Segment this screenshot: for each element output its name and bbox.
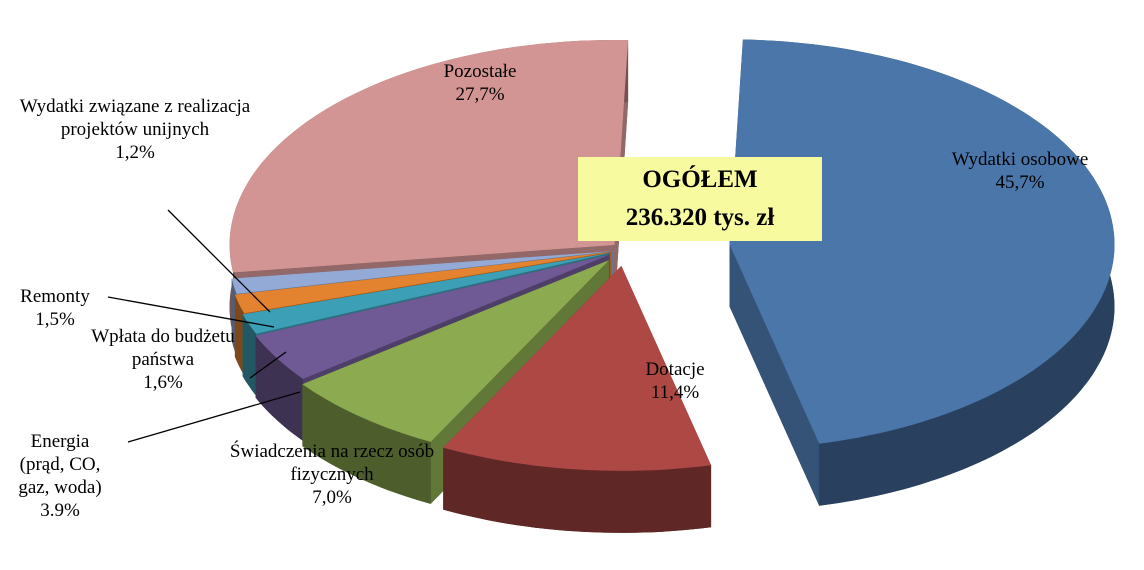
- slice-label: Wpłata do budżetu państwa 1,6%: [73, 325, 253, 394]
- total-box: OGÓŁEM 236.320 tys. zł: [578, 157, 822, 241]
- slice: [443, 265, 712, 471]
- category-label: Wydatki związane z realizacja projektów …: [19, 96, 251, 140]
- slice: [229, 40, 629, 273]
- category-label: Pozostałe: [443, 61, 517, 82]
- category-label: Dotacje: [645, 359, 705, 380]
- leader-line: [127, 391, 301, 443]
- slice: [302, 260, 609, 442]
- slice: [255, 254, 610, 379]
- category-label: Energia (prąd, CO, gaz, woda): [18, 431, 102, 498]
- category-label: Wpłata do budżetu państwa: [91, 326, 235, 370]
- leader-line: [167, 209, 271, 313]
- chart-subtitle: 236.320 tys. zł: [625, 204, 775, 231]
- slice-outer-wall: [443, 447, 712, 533]
- value-label: 1,5%: [35, 309, 75, 330]
- slice: [234, 251, 612, 314]
- slice-label: Energia (prąd, CO, gaz, woda) 3.9%: [10, 430, 110, 522]
- value-label: 1,2%: [115, 142, 155, 163]
- value-label: 11,4%: [650, 382, 700, 403]
- value-label: 7,0%: [312, 487, 352, 508]
- slice-outer-wall: [302, 384, 431, 504]
- slice-label: Pozostałe 27,7%: [400, 60, 560, 106]
- category-label: Świadczenia na rzecz osób fizycznych: [229, 441, 435, 485]
- leader-line: [249, 351, 287, 379]
- chart-title: OGÓŁEM: [642, 166, 758, 193]
- slice: [729, 39, 1115, 444]
- slice-label: Wydatki osobowe 45,7%: [905, 148, 1135, 194]
- slice: [231, 251, 614, 294]
- slice-outer-wall: [234, 294, 245, 376]
- value-label: 3.9%: [40, 500, 80, 521]
- slice-label: Wydatki związane z realizacja projektów …: [0, 95, 270, 164]
- slice: [242, 253, 610, 334]
- value-label: 27,7%: [455, 84, 505, 105]
- value-label: 45,7%: [995, 172, 1045, 193]
- slice-label: Świadczenia na rzecz osób fizycznych 7,0%: [207, 440, 457, 509]
- slice-radial-wall: [729, 244, 820, 506]
- slice-label: Dotacje 11,4%: [605, 358, 745, 404]
- slice-label: Remonty 1,5%: [0, 285, 110, 331]
- slice-outer-wall: [255, 335, 303, 441]
- leader-line: [107, 296, 275, 328]
- category-label: Remonty: [20, 286, 90, 307]
- category-label: Wydatki osobowe: [951, 149, 1089, 170]
- value-label: 1,6%: [143, 372, 183, 393]
